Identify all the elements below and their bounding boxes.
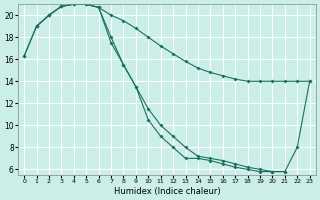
X-axis label: Humidex (Indice chaleur): Humidex (Indice chaleur) — [114, 187, 220, 196]
